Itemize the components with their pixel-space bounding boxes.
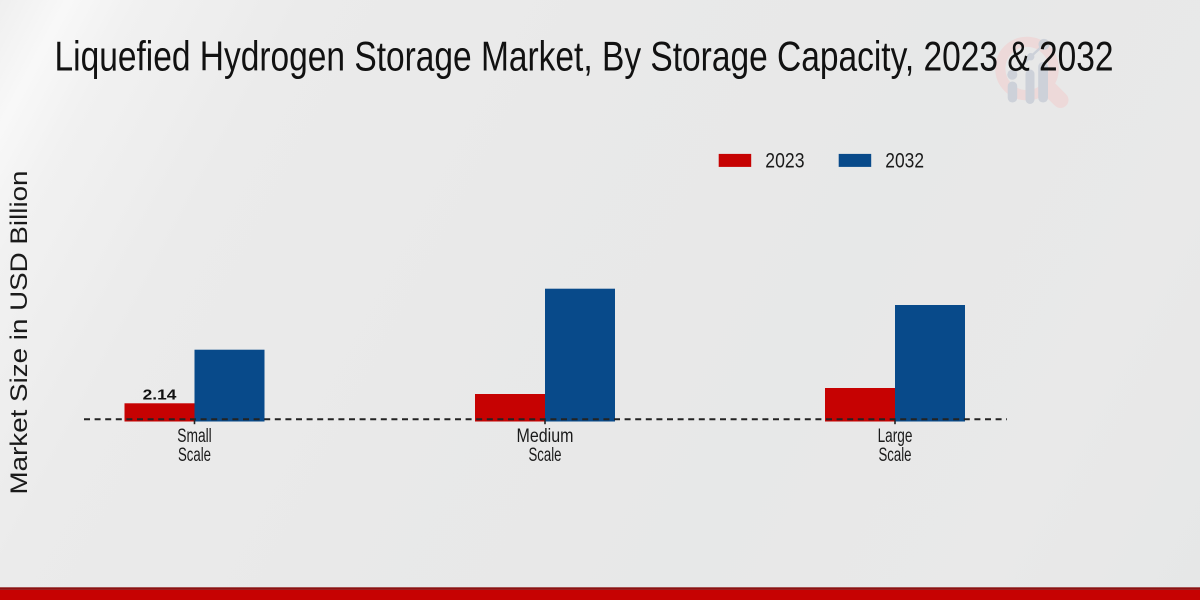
svg-text:Scale: Scale bbox=[879, 445, 912, 466]
svg-text:2032: 2032 bbox=[885, 149, 924, 173]
svg-text:Liquefied Hydrogen Storage Mar: Liquefied Hydrogen Storage Market, By St… bbox=[55, 33, 1114, 80]
svg-text:Scale: Scale bbox=[178, 445, 211, 466]
svg-text:Large: Large bbox=[878, 426, 913, 447]
svg-text:Medium: Medium bbox=[517, 426, 574, 447]
svg-text:2.14: 2.14 bbox=[143, 387, 177, 404]
svg-text:Scale: Scale bbox=[529, 445, 562, 466]
svg-text:2023: 2023 bbox=[765, 149, 804, 173]
svg-text:Market Size in USD Billion: Market Size in USD Billion bbox=[6, 171, 33, 495]
svg-text:Small: Small bbox=[177, 426, 212, 447]
